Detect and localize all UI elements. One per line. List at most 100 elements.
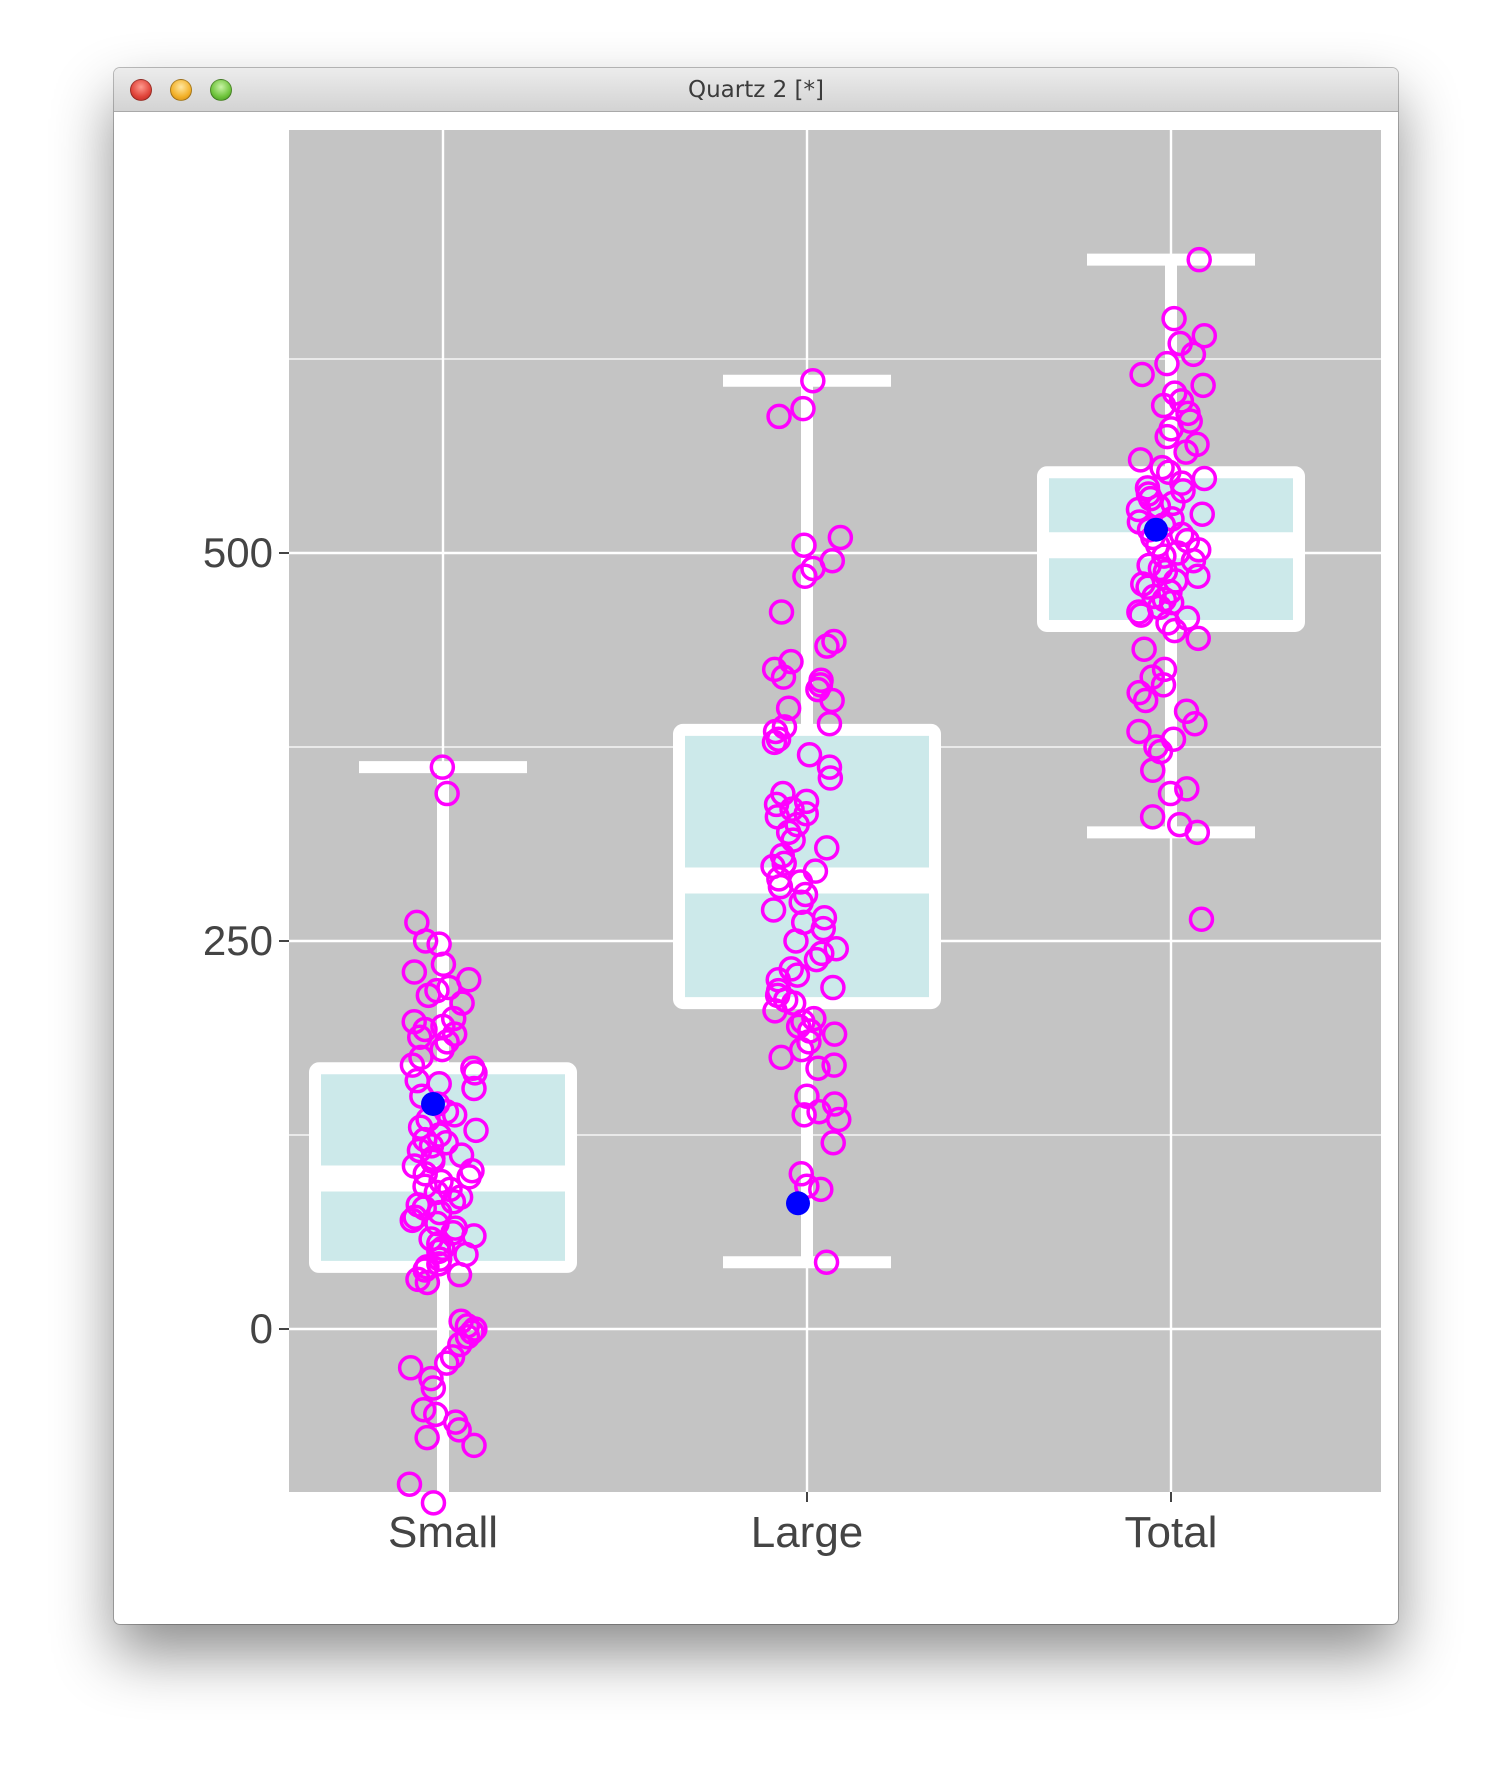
data-point <box>1190 372 1216 399</box>
data-point <box>760 897 787 923</box>
data-point <box>462 1060 488 1086</box>
data-point <box>399 1052 426 1078</box>
data-point <box>461 1075 487 1102</box>
data-point <box>1184 819 1211 846</box>
data-point <box>792 563 818 590</box>
quartz-window: Quartz 2 [*] 0 250 500 Small Large Total <box>114 68 1398 1624</box>
y-tick-label: 500 <box>203 529 273 576</box>
data-point <box>817 765 844 791</box>
data-point <box>1180 341 1207 368</box>
data-point <box>810 915 836 942</box>
data-point <box>1127 447 1154 473</box>
data-point <box>446 1261 473 1288</box>
data-point <box>800 367 826 394</box>
data-point <box>441 1102 468 1128</box>
data-point <box>788 1161 815 1187</box>
data-point <box>426 1199 453 1226</box>
data-point <box>1154 423 1180 450</box>
data-point <box>809 940 835 967</box>
data-point <box>800 555 826 582</box>
y-tick-label: 0 <box>250 1305 273 1352</box>
data-point <box>1129 361 1155 388</box>
data-point <box>415 982 442 1009</box>
data-point <box>767 873 794 900</box>
data-point <box>783 928 809 954</box>
title-bar[interactable]: Quartz 2 [*] <box>114 68 1398 112</box>
data-point <box>1180 548 1207 574</box>
data-point <box>1174 776 1200 802</box>
data-point <box>420 1490 447 1516</box>
data-point <box>1157 780 1184 807</box>
data-point <box>801 1005 827 1032</box>
minimize-button[interactable] <box>170 79 192 101</box>
y-tick-label: 250 <box>203 917 273 964</box>
data-point <box>418 1133 445 1159</box>
data-point <box>823 936 850 962</box>
data-point <box>1150 392 1177 419</box>
data-point <box>408 1044 434 1071</box>
data-point <box>1161 617 1188 644</box>
data-point <box>1186 246 1212 273</box>
data-point <box>463 1117 489 1144</box>
data-point <box>794 1083 820 1109</box>
data-point <box>433 1130 459 1156</box>
data-point <box>446 1417 472 1443</box>
data-point <box>791 532 817 558</box>
data-point <box>821 628 847 655</box>
data-point <box>765 726 792 752</box>
data-point <box>1188 906 1215 933</box>
data-point <box>412 928 439 954</box>
data-point <box>761 729 788 756</box>
data-point <box>454 1324 481 1350</box>
data-point <box>1173 439 1199 465</box>
data-point <box>816 754 843 780</box>
plot-area: 0 250 500 Small Large Total <box>114 112 1398 1624</box>
data-point <box>1132 687 1159 714</box>
data-point <box>462 1316 488 1342</box>
data-point <box>808 1176 834 1203</box>
data-point <box>1126 718 1152 745</box>
close-button[interactable] <box>130 79 152 101</box>
data-point <box>827 524 854 551</box>
data-point <box>412 1161 438 1187</box>
data-point <box>434 780 460 807</box>
data-point <box>816 710 843 737</box>
data-point <box>1131 636 1157 662</box>
data-point <box>766 403 792 430</box>
data-point <box>1161 305 1187 332</box>
data-point <box>791 1102 817 1128</box>
mean-point <box>421 1091 445 1116</box>
data-point <box>821 1052 847 1078</box>
data-point <box>439 1344 466 1370</box>
data-point <box>771 850 797 877</box>
data-point <box>770 664 797 690</box>
data-point <box>430 951 457 978</box>
data-point <box>397 1355 424 1381</box>
data-point <box>401 959 428 985</box>
data-point <box>820 1130 846 1156</box>
data-point <box>768 599 795 625</box>
data-point <box>461 1432 487 1459</box>
data-point <box>784 811 810 838</box>
data-point <box>399 1207 425 1234</box>
data-point <box>820 974 846 1001</box>
data-point <box>429 754 456 780</box>
data-point <box>447 1331 473 1358</box>
data-point <box>1149 454 1175 481</box>
data-point <box>1140 757 1166 784</box>
x-tick-label: Total <box>1125 1508 1218 1557</box>
data-point <box>441 1021 468 1047</box>
data-point <box>768 1044 794 1071</box>
data-point <box>426 1230 452 1257</box>
data-point <box>410 1396 437 1423</box>
data-point <box>1185 625 1211 652</box>
zoom-button[interactable] <box>210 79 232 101</box>
data-point <box>1182 710 1208 737</box>
data-point <box>1128 602 1154 628</box>
data-point <box>396 1471 423 1497</box>
data-point <box>793 788 820 815</box>
data-point <box>1164 540 1191 566</box>
data-point <box>813 1249 840 1276</box>
data-point <box>1191 322 1218 349</box>
mean-point <box>1144 517 1168 542</box>
